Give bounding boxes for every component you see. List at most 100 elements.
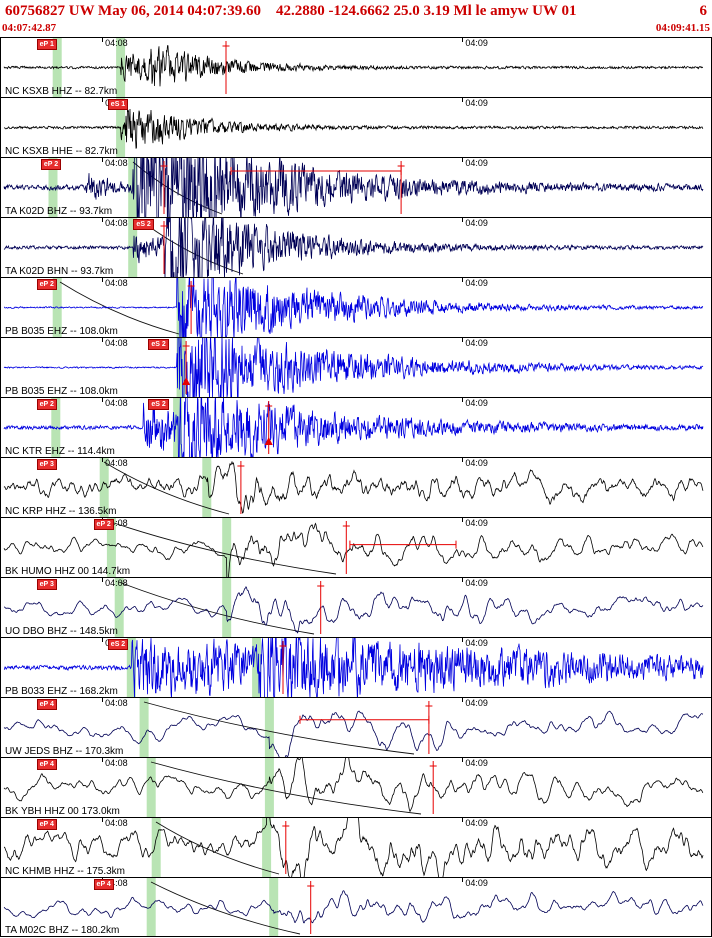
traveltime-curve bbox=[150, 761, 422, 815]
waveform-canvas[interactable] bbox=[1, 398, 711, 457]
pick-triangle-marker[interactable] bbox=[264, 437, 273, 445]
phase-window-highlight bbox=[262, 818, 272, 877]
time-tick bbox=[102, 218, 104, 222]
waveform-canvas[interactable] bbox=[1, 638, 711, 697]
time-tick bbox=[102, 278, 104, 282]
waveform-canvas[interactable] bbox=[1, 698, 711, 757]
time-tick bbox=[462, 98, 464, 102]
time-tick-label: 04:09 bbox=[465, 98, 488, 108]
phase-window-highlight bbox=[114, 578, 124, 637]
phase-window-highlight bbox=[264, 698, 274, 757]
phase-pick-flag[interactable]: eP 2 bbox=[40, 159, 62, 170]
time-tick bbox=[102, 158, 104, 162]
traveltime-curve bbox=[118, 581, 315, 635]
phase-pick-flag[interactable]: eS 2 bbox=[148, 399, 169, 410]
pick-triangle-marker[interactable] bbox=[182, 377, 191, 385]
trace-panel[interactable]: 04:08 04:09 eP 4 TA M02C BHZ -- 180.2km bbox=[1, 877, 711, 937]
traveltime-curve bbox=[103, 461, 230, 515]
waveform-canvas[interactable] bbox=[1, 758, 711, 817]
waveform-canvas[interactable] bbox=[1, 458, 711, 517]
time-tick-label: 04:09 bbox=[465, 338, 488, 348]
time-tick-label: 04:08 bbox=[105, 818, 128, 828]
phase-pick-flag[interactable]: eP 4 bbox=[36, 819, 57, 830]
waveform-trace bbox=[3, 758, 704, 813]
time-tick bbox=[462, 518, 464, 522]
phase-pick-flag[interactable]: eP 4 bbox=[93, 879, 114, 890]
phase-pick-flag[interactable]: eP 4 bbox=[36, 759, 57, 770]
event-header: 60756827 UW May 06, 2014 04:07:39.60 42.… bbox=[0, 0, 712, 22]
waveform-canvas[interactable] bbox=[1, 518, 711, 577]
time-tick bbox=[102, 38, 104, 42]
trace-panel[interactable]: 04:08 04:09 eP 2 PB B035 EHZ -- 108.0km bbox=[1, 277, 711, 337]
phase-pick-flag[interactable]: eP 3 bbox=[36, 459, 57, 470]
time-tick-label: 04:09 bbox=[465, 578, 488, 588]
station-label: BK HUMO HHZ 00 144.7km bbox=[5, 566, 131, 577]
phase-window-highlight bbox=[176, 278, 186, 337]
time-tick bbox=[102, 578, 104, 582]
phase-pick-flag[interactable]: eS 2 bbox=[148, 339, 169, 350]
phase-window-highlight bbox=[252, 638, 262, 697]
trace-panel[interactable]: 04:08 04:09 eP 2 eS 2 NC KTR EHZ -- 114.4km bbox=[1, 397, 711, 457]
station-label: TA K02D BHN -- 93.7km bbox=[5, 266, 114, 277]
phase-window-highlight bbox=[222, 518, 232, 577]
trace-panel[interactable]: 04:08 04:09 eP 4 NC KHMB HHZ -- 175.3km bbox=[1, 817, 711, 877]
trace-panel[interactable]: 04:08 04:09 eP 3 NC KRP HHZ -- 136.5km bbox=[1, 457, 711, 517]
time-window-bar: 04:07:42.87 04:09:41.15 bbox=[0, 22, 712, 37]
station-label: UW JEDS BHZ -- 170.3km bbox=[5, 746, 124, 757]
time-tick-label: 04:08 bbox=[105, 758, 128, 768]
trace-panel[interactable]: 04:08 04:09 eP 1 NC KSXB HHZ -- 82.7km bbox=[1, 37, 711, 97]
waveform-canvas[interactable] bbox=[1, 878, 711, 937]
time-tick-label: 04:08 bbox=[105, 878, 128, 888]
phase-pick-flag[interactable]: eP 1 bbox=[36, 39, 57, 50]
phase-pick-flag[interactable]: eP 2 bbox=[93, 519, 114, 530]
trace-panel[interactable]: 04:08 04:09 eP 2 TA K02D BHZ -- 93.7km bbox=[1, 157, 711, 217]
trace-panel[interactable]: 04:08 04:09 eP 4 BK YBH HHZ 00 173.0km bbox=[1, 757, 711, 817]
waveform-canvas[interactable] bbox=[1, 98, 711, 157]
trace-panel[interactable]: 04:08 04:09 eP 2 BK HUMO HHZ 00 144.7km bbox=[1, 517, 711, 577]
station-label: NC KRP HHZ -- 136.5km bbox=[5, 506, 117, 517]
time-tick bbox=[102, 638, 104, 642]
phase-pick-flag[interactable]: eP 4 bbox=[36, 699, 57, 710]
station-label: TA K02D BHZ -- 93.7km bbox=[5, 206, 113, 217]
time-tick bbox=[102, 458, 104, 462]
phase-pick-flag[interactable]: eS 2 bbox=[133, 219, 154, 230]
phase-window-highlight bbox=[222, 578, 232, 637]
time-tick-label: 04:08 bbox=[105, 218, 128, 228]
time-tick-label: 04:08 bbox=[105, 278, 128, 288]
station-label: PB B035 EHZ -- 108.0km bbox=[5, 386, 118, 397]
time-tick-label: 04:09 bbox=[465, 398, 488, 408]
phase-window-highlight bbox=[264, 758, 274, 817]
phase-window-highlight bbox=[202, 458, 212, 517]
waveform-canvas[interactable] bbox=[1, 578, 711, 637]
trace-panel[interactable]: 04:08 04:09 eS 2 TA K02D BHN -- 93.7km bbox=[1, 217, 711, 277]
phase-pick-flag[interactable]: eS 1 bbox=[107, 99, 129, 110]
time-tick-label: 04:08 bbox=[105, 398, 128, 408]
time-tick-label: 04:09 bbox=[465, 278, 488, 288]
phase-window-highlight bbox=[173, 398, 183, 457]
waveform-trace bbox=[3, 818, 704, 877]
time-tick bbox=[462, 578, 464, 582]
waveform-canvas[interactable] bbox=[1, 38, 711, 97]
waveform-trace bbox=[3, 158, 704, 217]
phase-pick-flag[interactable]: eP 3 bbox=[36, 579, 57, 590]
trace-panel[interactable]: 04:08 04:09 eP 4 UW JEDS BHZ -- 170.3km bbox=[1, 697, 711, 757]
trace-panel[interactable]: 04:08 04:09 eP 3 UO DBO BHZ -- 148.5km bbox=[1, 577, 711, 637]
station-label: NC KSXB HHE -- 82.7km bbox=[5, 146, 118, 157]
phase-pick-flag[interactable]: eP 2 bbox=[36, 279, 57, 290]
waveform-trace bbox=[3, 638, 704, 697]
waveform-trace bbox=[3, 710, 704, 757]
waveform-canvas[interactable] bbox=[1, 818, 711, 877]
waveform-trace bbox=[3, 461, 704, 514]
trace-panel[interactable]: 04:08 04:09 eS 2 PB B035 EHZ -- 108.0km bbox=[1, 337, 711, 397]
time-tick-label: 04:09 bbox=[465, 818, 488, 828]
waveform-canvas[interactable] bbox=[1, 338, 711, 397]
phase-pick-flag[interactable]: eP 2 bbox=[36, 399, 57, 410]
phase-pick-flag[interactable]: eS 2 bbox=[107, 639, 129, 650]
time-tick-label: 04:09 bbox=[465, 518, 488, 528]
waveform-canvas[interactable] bbox=[1, 278, 711, 337]
time-tick bbox=[102, 338, 104, 342]
station-label: NC KTR EHZ -- 114.4km bbox=[5, 446, 115, 457]
waveform-canvas[interactable] bbox=[1, 158, 711, 217]
